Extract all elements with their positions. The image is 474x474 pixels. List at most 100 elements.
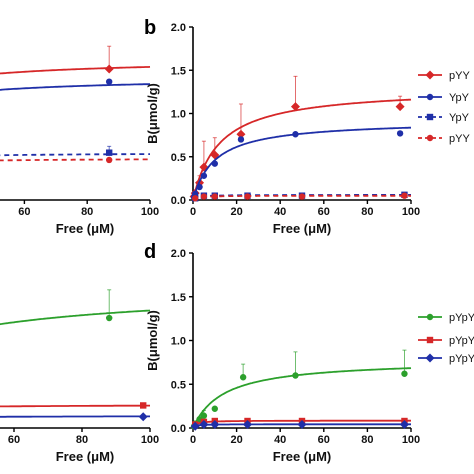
data-point bbox=[211, 405, 218, 412]
series bbox=[0, 289, 151, 326]
data-point bbox=[106, 314, 113, 322]
fit-curve bbox=[0, 153, 150, 157]
series bbox=[0, 145, 150, 157]
data-point bbox=[211, 193, 218, 200]
data-point bbox=[401, 370, 408, 377]
legend-marker bbox=[426, 134, 434, 142]
data-point bbox=[200, 193, 208, 200]
panel-d: 0 20 40 60 80 100 Free (μM) 0.0 0.5 1.0 1.5 2.0 B(μm… bbox=[144, 241, 474, 464]
legend-label: pYpY bbox=[449, 335, 474, 347]
x-tick-label: 40 bbox=[274, 206, 286, 218]
y-tick-label: 2.0 bbox=[171, 248, 186, 260]
data-point bbox=[200, 172, 208, 179]
fit-curve bbox=[192, 98, 412, 201]
legend-label: pYY bbox=[449, 133, 470, 145]
legend-marker bbox=[426, 336, 434, 344]
data-point bbox=[244, 193, 251, 200]
series bbox=[189, 75, 412, 202]
data-point bbox=[190, 421, 200, 431]
plot-area bbox=[190, 349, 412, 431]
legend-label: YpY bbox=[449, 112, 470, 124]
legend-label: YpY bbox=[449, 92, 470, 104]
x-tick-label: 80 bbox=[76, 434, 88, 446]
x-tick-label: 100 bbox=[141, 434, 159, 446]
panel-letter: d bbox=[144, 241, 156, 263]
legend-marker bbox=[426, 313, 434, 321]
data-point bbox=[210, 420, 220, 429]
data-point bbox=[401, 192, 408, 199]
fit-curve bbox=[0, 404, 150, 408]
y-axis-title: B(μmol/g) bbox=[145, 83, 160, 144]
x-axis-title: Free (μM) bbox=[56, 221, 115, 236]
fit-curve bbox=[0, 83, 150, 91]
legend: pYpY l pYpY pYpY bbox=[418, 312, 474, 365]
series bbox=[0, 156, 150, 164]
data-point bbox=[297, 420, 307, 429]
x-axis-title: Free (μM) bbox=[56, 449, 115, 464]
x-tick-label: 60 bbox=[18, 206, 30, 218]
data-point bbox=[105, 78, 113, 85]
fit-curve bbox=[192, 367, 412, 429]
x-tick-label: 20 bbox=[230, 206, 242, 218]
y-tick-label: 1.5 bbox=[171, 292, 186, 304]
legend-marker bbox=[426, 113, 434, 121]
x-tick-label: 0 bbox=[190, 434, 196, 446]
x-tick-label: 100 bbox=[402, 206, 420, 218]
legend-label: pYpY l bbox=[449, 312, 474, 324]
data-point bbox=[396, 130, 404, 137]
x-tick-label: 80 bbox=[81, 206, 93, 218]
plot-area bbox=[0, 289, 151, 422]
y-tick-label: 1.0 bbox=[171, 336, 186, 348]
legend-label: pYY bbox=[449, 70, 470, 82]
plot-area bbox=[189, 75, 412, 202]
series bbox=[0, 78, 150, 91]
data-point bbox=[140, 402, 147, 409]
data-point bbox=[138, 412, 148, 422]
data-point bbox=[200, 412, 208, 419]
y-tick-label: 0.5 bbox=[171, 152, 186, 164]
legend: pYY YpY YpY pYY bbox=[418, 70, 470, 145]
x-tick-label: 60 bbox=[318, 434, 330, 446]
data-point bbox=[399, 420, 409, 429]
series bbox=[0, 402, 150, 409]
y-tick-label: 1.5 bbox=[171, 65, 186, 77]
panel-b: 0 20 40 60 80 100 Free (μM) 0.0 0.5 1.0 1.5 2.0 B(μm… bbox=[144, 17, 470, 236]
series bbox=[0, 45, 151, 75]
data-point bbox=[236, 129, 246, 139]
legend-marker bbox=[425, 353, 435, 363]
x-tick-label: 100 bbox=[141, 206, 159, 218]
x-tick-label: 60 bbox=[318, 206, 330, 218]
y-tick-label: 2.0 bbox=[171, 22, 186, 34]
legend-marker bbox=[426, 93, 434, 101]
data-point bbox=[105, 149, 113, 156]
series bbox=[0, 412, 150, 422]
legend-label: pYpY bbox=[449, 353, 474, 365]
y-tick-label: 0.5 bbox=[171, 379, 186, 391]
x-axis-title: Free (μM) bbox=[273, 221, 332, 236]
x-tick-label: 0 bbox=[190, 206, 196, 218]
x-tick-label: 80 bbox=[361, 206, 373, 218]
y-tick-label: 1.0 bbox=[171, 109, 186, 121]
data-point bbox=[395, 102, 405, 112]
data-point bbox=[211, 160, 218, 167]
data-point bbox=[292, 131, 299, 138]
data-point bbox=[243, 420, 252, 429]
x-tick-label: 20 bbox=[230, 434, 242, 446]
fit-curve bbox=[0, 66, 151, 75]
x-tick-label: 40 bbox=[274, 434, 286, 446]
data-point bbox=[237, 136, 245, 143]
data-point bbox=[199, 420, 209, 429]
data-point bbox=[196, 183, 203, 191]
data-point bbox=[290, 102, 300, 112]
fit-curve bbox=[0, 415, 150, 418]
data-point bbox=[239, 374, 247, 381]
data-point bbox=[105, 156, 113, 164]
series bbox=[191, 192, 411, 202]
y-tick-label: 0.0 bbox=[171, 195, 186, 207]
x-tick-label: 100 bbox=[402, 434, 420, 446]
panel-letter: b bbox=[144, 17, 156, 39]
series bbox=[190, 420, 411, 431]
plot-area bbox=[0, 45, 151, 164]
